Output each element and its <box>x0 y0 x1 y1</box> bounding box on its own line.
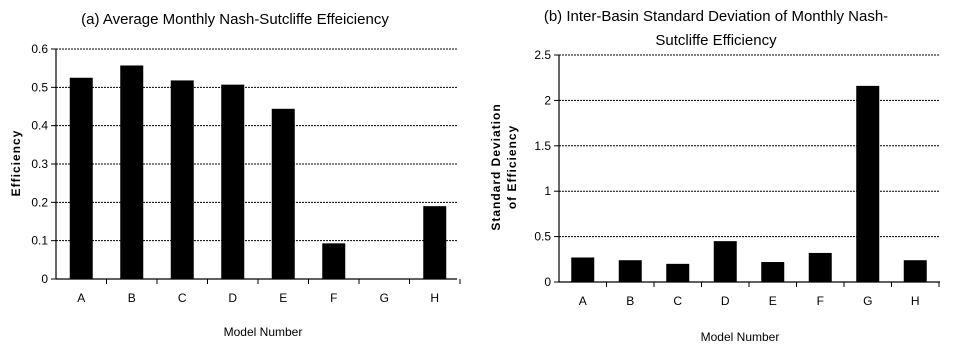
chart-b-x-tick-label: B <box>626 294 634 308</box>
chart-b-y-tick-label: 2 <box>544 93 551 107</box>
chart-b-x-tick-label: H <box>911 294 920 308</box>
chart-a-x-tick-label: B <box>128 291 136 305</box>
chart-b-title-line-1: (b) Inter-Basin Standard Deviation of Mo… <box>544 8 888 25</box>
chart-b-bar <box>856 85 880 282</box>
chart-a-plot: 0 0.1 0.2 0.3 0.4 0.5 0.6 A B C D E F G H <box>31 42 461 305</box>
chart-b-plot: 0 0.5 1 1.5 2 2.5 A B C D E F G H <box>534 48 940 308</box>
chart-a-x-tick-label: E <box>279 291 287 305</box>
chart-b-y-tick-label: 2.5 <box>534 48 551 62</box>
chart-a-bar <box>322 243 346 279</box>
chart-a-y-tick-label: 0.3 <box>31 157 48 171</box>
chart-b-bar <box>761 262 785 282</box>
chart-a-bar <box>69 77 93 279</box>
chart-a-title: (a) Average Monthly Nash-Sutcliffe Effei… <box>81 11 389 28</box>
chart-b-bar <box>713 241 737 282</box>
chart-a-x-tick-label: C <box>178 291 187 305</box>
chart-b-y-tick-label: 1 <box>544 184 551 198</box>
chart-b-x-tick-label: G <box>863 294 872 308</box>
chart-b-x-tick-label: E <box>769 294 777 308</box>
chart-a-bar <box>170 80 194 279</box>
chart-a-x-tick-label: D <box>228 291 237 305</box>
chart-b-bar <box>903 260 927 282</box>
chart-b-x-tick-label: F <box>817 294 824 308</box>
chart-b-y-tick-label: 1.5 <box>534 139 551 153</box>
chart-a-y-tick-label: 0.2 <box>31 195 48 209</box>
chart-a-x-tick-label: G <box>380 291 389 305</box>
chart-a-bar <box>120 65 144 279</box>
chart-a-y-tick-label: 0.6 <box>31 42 48 56</box>
chart-a-x-tick-label: A <box>77 291 85 305</box>
chart-b-x-tick-label: C <box>673 294 682 308</box>
chart-b-ylabel-line-2: of Efficiency <box>505 125 519 209</box>
chart-b-x-tick-label: A <box>579 294 587 308</box>
chart-a-x-tick-label: H <box>430 291 439 305</box>
chart-b-y-tick-label: 0 <box>544 275 551 289</box>
chart-a-y-tick-label: 0.5 <box>31 80 48 94</box>
chart-b-bar <box>666 263 690 282</box>
chart-a-y-tick-label: 0.4 <box>31 119 48 133</box>
chart-a-y-tick-label: 0.1 <box>31 234 48 248</box>
chart-b-title-line-2: Sutcliffe Efficiency <box>655 32 777 49</box>
chart-a-ylabel: Efficiency <box>9 130 23 197</box>
chart-a-x-tick-label: F <box>330 291 337 305</box>
chart-a-y-tick-label: 0 <box>41 272 48 286</box>
chart-b-xlabel: Model Number <box>701 330 780 344</box>
chart-a-bar <box>423 206 447 279</box>
chart-b-bar <box>808 252 832 282</box>
chart-b-bar <box>618 260 642 282</box>
chart-a-bar <box>271 108 295 279</box>
chart-b-y-tick-label: 0.5 <box>534 230 551 244</box>
chart-b-x-tick-label: D <box>721 294 730 308</box>
chart-a-bar <box>221 84 245 280</box>
chart-b-ylabel-line-1: Standard Deviation <box>489 103 503 230</box>
chart-a-xlabel: Model Number <box>224 325 303 339</box>
chart-b-bar <box>571 257 595 282</box>
